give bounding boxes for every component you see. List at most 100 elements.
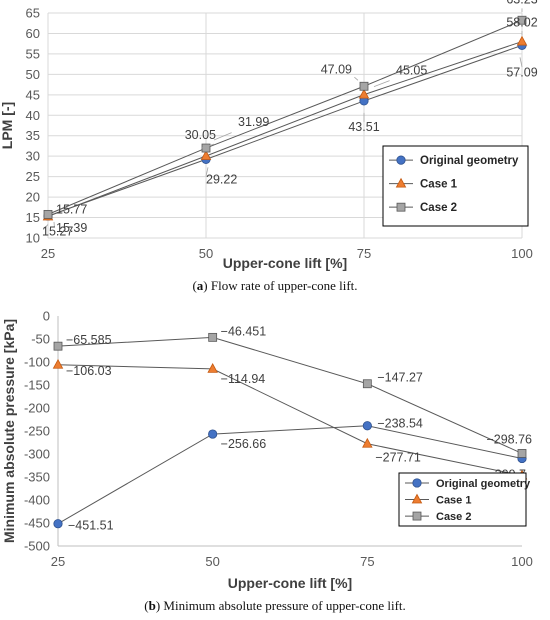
a-x-tick-label: 25: [41, 246, 55, 261]
a-data-label-leader: [42, 224, 49, 231]
a-data-label: 47.09: [321, 62, 352, 76]
caption-a-text: Flow rate of upper-cone lift.: [210, 278, 358, 293]
a-legend-marker: [396, 202, 406, 212]
flow-rate-chart: 10 15 20 25 30 35 40 45 50 55 60 65 25 50 75 100 Upper-c…: [0, 0, 538, 271]
a-point-case-1: [358, 88, 370, 99]
b-y-tick-label: -300: [24, 447, 50, 462]
a-legend-marker: [395, 177, 407, 188]
b-y-tick-label: 0: [43, 309, 50, 324]
b-legend-marker: [412, 478, 422, 488]
a-y-tick-label: 60: [26, 26, 40, 41]
a-data-label: 15.77: [56, 202, 87, 216]
a-legend-label: Case 2: [420, 202, 457, 214]
a-y-tick-label: 45: [26, 87, 40, 102]
a-legend-box: [382, 145, 529, 227]
a-data-label: 31.99: [238, 115, 269, 129]
a-series-line-case-2: [47, 19, 523, 215]
a-data-label: 30.05: [185, 128, 216, 142]
a-legend-label: Original geometry: [420, 155, 519, 167]
caption-b: (b) Minimum absolute pressure of upper-c…: [144, 598, 406, 613]
b-point-case-1: [207, 363, 218, 373]
b-legend-marker: [411, 493, 423, 504]
a-data-label-leader: [213, 132, 232, 141]
b-x-axis-title: Upper-cone lift [%]: [228, 575, 352, 591]
b-data-label: −46.451: [221, 324, 267, 338]
a-y-tick-label: 40: [26, 108, 40, 123]
a-point-case-1: [200, 150, 212, 160]
a-y-tick-label: 15: [26, 210, 40, 225]
b-legend-label: Case 1: [436, 495, 471, 507]
b-legend-marker: [412, 511, 422, 521]
b-legend-label: Case 2: [436, 511, 471, 523]
b-point-case-2: [362, 379, 372, 389]
b-x-tick-label: 50: [205, 554, 219, 569]
b-y-tick-label: -500: [24, 539, 50, 554]
b-data-label: −256.66: [221, 437, 267, 451]
caption-b-tag: b: [148, 598, 156, 613]
b-point-case-1: [52, 358, 64, 369]
a-x-tick-label: 50: [199, 246, 213, 261]
a-y-tick-label: 35: [26, 128, 40, 143]
b-data-label: −106.03: [66, 364, 112, 378]
a-data-label-leader: [519, 57, 523, 68]
a-point-case-2: [201, 143, 211, 153]
a-data-label: 63.23: [506, 0, 537, 6]
b-y-tick-label: -250: [24, 424, 50, 439]
b-data-label: −238.54: [377, 417, 423, 431]
b-point-original-geometry: [208, 429, 218, 439]
a-y-tick-label: 65: [26, 6, 40, 21]
a-data-label: 29.22: [206, 172, 237, 186]
b-y-tick-label: -350: [24, 470, 50, 485]
a-y-tick-label: 20: [26, 190, 40, 205]
a-y-tick-label: 30: [26, 149, 40, 164]
a-data-label: 57.09: [506, 65, 537, 79]
b-point-case-2: [517, 449, 527, 458]
a-point-case-2: [43, 209, 53, 219]
b-series-line-case-1: [57, 364, 523, 477]
b-x-tick-label: 100: [511, 554, 533, 569]
a-y-tick-label: 25: [26, 169, 40, 184]
b-data-label: −114.94: [221, 372, 266, 386]
b-point-original-geometry: [362, 421, 372, 431]
a-y-tick-label: 55: [26, 46, 40, 61]
a-legend-marker: [396, 155, 406, 165]
b-point-case-2: [208, 332, 218, 342]
b-data-label: −451.51: [68, 519, 114, 533]
a-data-label-leader: [201, 143, 215, 149]
b-y-tick-label: -450: [24, 516, 50, 531]
a-data-label-leader: [373, 80, 390, 87]
a-data-label-leader: [205, 167, 209, 177]
a-data-label: 15.27: [42, 224, 73, 238]
a-point-case-1: [516, 35, 528, 46]
b-x-tick-label: 75: [360, 554, 374, 569]
a-legend-label: Case 1: [420, 179, 458, 191]
a-data-label: 58.02: [506, 16, 537, 30]
a-data-label: 45.05: [396, 64, 427, 78]
b-y-tick-label: -150: [24, 378, 50, 393]
b-y-tick-label: -50: [31, 332, 50, 347]
a-data-label: 43.51: [348, 120, 379, 134]
b-series-line-case-2: [57, 336, 523, 454]
caption-a: (a) Flow rate of upper-cone lift.: [192, 278, 358, 293]
a-data-label: 15.39: [56, 221, 87, 235]
b-point-case-2: [53, 341, 63, 351]
b-point-original-geometry: [53, 519, 63, 529]
a-series-line-original-geometry: [47, 44, 523, 217]
a-x-axis-title: Upper-cone lift [%]: [223, 255, 347, 271]
min-pressure-chart: 0 -50 -100 -150 -200 -250 -300 -350 -400 -450 -500…: [1, 309, 533, 592]
b-legend-label: Original geometry: [436, 478, 531, 490]
b-y-tick-label: -100: [24, 355, 50, 370]
a-y-axis-title: LPM [-]: [0, 102, 15, 149]
caption-b-text: Minimum absolute pressure of upper-cone …: [163, 598, 406, 613]
a-x-tick-label: 100: [511, 246, 533, 261]
a-x-tick-label: 75: [357, 246, 371, 261]
b-series-line-original-geometry: [57, 425, 523, 525]
b-x-tick-label: 25: [51, 554, 65, 569]
a-y-tick-label: 10: [26, 231, 40, 246]
a-point-case-2: [517, 15, 527, 25]
b-data-label: −65.585: [66, 333, 112, 347]
b-data-label: −277.71: [375, 451, 421, 465]
a-y-tick-label: 50: [26, 67, 40, 82]
a-series-line-case-1: [47, 41, 523, 217]
b-y-tick-label: -200: [24, 401, 50, 416]
